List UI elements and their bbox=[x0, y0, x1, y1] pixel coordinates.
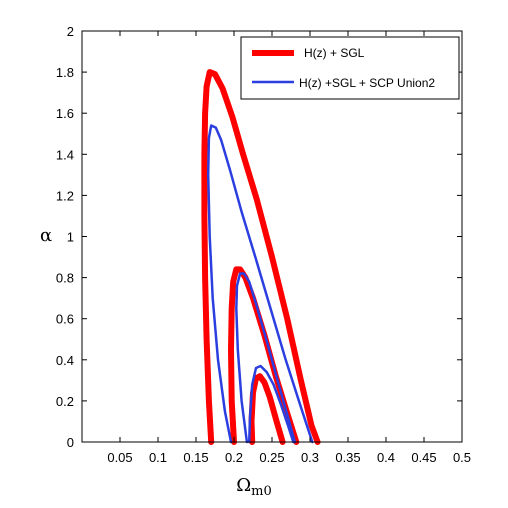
y-tick-label: 1.4 bbox=[56, 147, 74, 162]
y-tick-label: 0.8 bbox=[56, 271, 74, 286]
x-tick-label: 0.2 bbox=[225, 450, 243, 465]
x-axis-title: Ωm0 bbox=[236, 475, 272, 499]
x-tick-label: 0.35 bbox=[335, 450, 360, 465]
legend-box bbox=[240, 36, 460, 100]
x-tick-label: 0.25 bbox=[259, 450, 284, 465]
contour-h-z-sgl-1 bbox=[201, 69, 321, 445]
x-axis-title-main: Ω bbox=[236, 475, 251, 496]
x-axis-title-sub: m0 bbox=[251, 484, 272, 499]
x-tick-label: 0.5 bbox=[453, 450, 471, 465]
contour-h-z-sgl-scp-union2-2 bbox=[235, 272, 297, 444]
x-tick-label: 0.45 bbox=[411, 450, 436, 465]
y-tick-label: 0.2 bbox=[56, 394, 74, 409]
contour-h-z-sgl-3 bbox=[248, 373, 286, 445]
legend-label-h-sgl: H(z) + SGL bbox=[304, 46, 365, 60]
y-tick-label: 0.4 bbox=[56, 353, 74, 368]
legend: H(z) + SGL H(z) +SGL + SCP Union2 bbox=[240, 36, 460, 100]
series-layer bbox=[201, 69, 321, 445]
x-tick-label: 0.15 bbox=[183, 450, 208, 465]
x-tick-label: 0.05 bbox=[107, 450, 132, 465]
y-tick-label: 1 bbox=[67, 230, 74, 245]
ticks-layer: 0.05 0.1 0.15 0.2 0.25 0.3 0.35 0.4 0.45 0.5 0 0.2 0… bbox=[56, 24, 471, 465]
y-axis-title: α bbox=[40, 225, 52, 246]
y-tick-label: 1.8 bbox=[56, 65, 74, 80]
contour-h-z-sgl-scp-union2-1 bbox=[206, 124, 314, 444]
y-tick-label: 1.6 bbox=[56, 106, 74, 121]
y-tick-label: 0 bbox=[67, 435, 74, 450]
y-tick-label: 2 bbox=[67, 24, 74, 39]
legend-label-h-sgl-scp-union2: H(z) +SGL + SCP Union2 bbox=[299, 76, 435, 90]
x-tick-label: 0.1 bbox=[149, 450, 167, 465]
contour-h-z-sgl-scp-union2-3 bbox=[247, 364, 295, 444]
x-tick-label: 0.4 bbox=[377, 450, 395, 465]
y-tick-label: 0.6 bbox=[56, 312, 74, 327]
x-tick-label: 0.3 bbox=[301, 450, 319, 465]
y-tick-label: 1.2 bbox=[56, 188, 74, 203]
